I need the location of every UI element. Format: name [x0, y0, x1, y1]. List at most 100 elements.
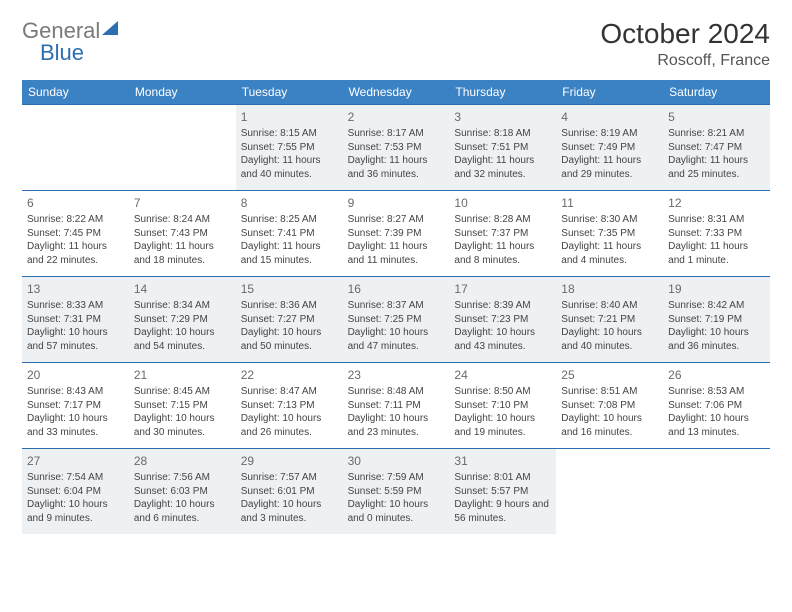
day-info-line: Daylight: 10 hours and 40 minutes.	[561, 326, 658, 353]
calendar-cell: 21Sunrise: 8:45 AMSunset: 7:15 PMDayligh…	[129, 362, 236, 448]
day-number: 26	[668, 367, 765, 383]
day-info-line: Sunset: 5:59 PM	[348, 485, 445, 499]
day-info-line: Daylight: 11 hours and 1 minute.	[668, 240, 765, 267]
calendar-cell: 29Sunrise: 7:57 AMSunset: 6:01 PMDayligh…	[236, 448, 343, 534]
day-info-line: Sunrise: 8:36 AM	[241, 299, 338, 313]
day-number: 25	[561, 367, 658, 383]
day-number: 14	[134, 281, 231, 297]
day-number: 6	[27, 195, 124, 211]
day-number: 27	[27, 453, 124, 469]
day-number: 8	[241, 195, 338, 211]
day-info-line: Sunrise: 8:50 AM	[454, 385, 551, 399]
day-number: 30	[348, 453, 445, 469]
logo-triangle-icon	[102, 21, 118, 35]
day-number: 22	[241, 367, 338, 383]
day-info-line: Sunset: 6:03 PM	[134, 485, 231, 499]
calendar-cell: 2Sunrise: 8:17 AMSunset: 7:53 PMDaylight…	[343, 104, 450, 190]
day-info-line: Sunset: 6:01 PM	[241, 485, 338, 499]
calendar-cell: 22Sunrise: 8:47 AMSunset: 7:13 PMDayligh…	[236, 362, 343, 448]
day-number: 24	[454, 367, 551, 383]
day-info-line: Sunset: 6:04 PM	[27, 485, 124, 499]
day-info-line: Sunrise: 8:21 AM	[668, 127, 765, 141]
day-info-line: Sunrise: 8:53 AM	[668, 385, 765, 399]
day-header: Friday	[556, 80, 663, 104]
day-header: Wednesday	[343, 80, 450, 104]
day-info-line: Sunset: 7:08 PM	[561, 399, 658, 413]
day-info-line: Sunset: 7:13 PM	[241, 399, 338, 413]
day-number: 5	[668, 109, 765, 125]
day-info-line: Sunrise: 7:54 AM	[27, 471, 124, 485]
month-title: October 2024	[600, 18, 770, 50]
day-header: Monday	[129, 80, 236, 104]
calendar-cell: 5Sunrise: 8:21 AMSunset: 7:47 PMDaylight…	[663, 104, 770, 190]
day-info-line: Sunset: 7:47 PM	[668, 141, 765, 155]
day-info-line: Sunrise: 8:31 AM	[668, 213, 765, 227]
calendar-cell-empty	[22, 104, 129, 190]
day-info-line: Daylight: 11 hours and 29 minutes.	[561, 154, 658, 181]
calendar-cell: 20Sunrise: 8:43 AMSunset: 7:17 PMDayligh…	[22, 362, 129, 448]
day-number: 15	[241, 281, 338, 297]
day-info-line: Sunrise: 8:43 AM	[27, 385, 124, 399]
day-info-line: Sunset: 7:55 PM	[241, 141, 338, 155]
day-info-line: Daylight: 9 hours and 56 minutes.	[454, 498, 551, 525]
day-info-line: Daylight: 10 hours and 47 minutes.	[348, 326, 445, 353]
calendar-cell: 15Sunrise: 8:36 AMSunset: 7:27 PMDayligh…	[236, 276, 343, 362]
day-info-line: Daylight: 11 hours and 8 minutes.	[454, 240, 551, 267]
calendar-cell: 24Sunrise: 8:50 AMSunset: 7:10 PMDayligh…	[449, 362, 556, 448]
day-info-line: Daylight: 10 hours and 36 minutes.	[668, 326, 765, 353]
calendar-cell: 4Sunrise: 8:19 AMSunset: 7:49 PMDaylight…	[556, 104, 663, 190]
calendar-cell: 18 Sunrise: 8:40 AMSunset: 7:21 PMDayligh…	[556, 276, 663, 362]
calendar-cell: 28Sunrise: 7:56 AMSunset: 6:03 PMDayligh…	[129, 448, 236, 534]
day-info-line: Sunset: 7:37 PM	[454, 227, 551, 241]
day-info-line: Sunrise: 8:42 AM	[668, 299, 765, 313]
day-info-line: Sunrise: 8:30 AM	[561, 213, 658, 227]
day-info-line: Daylight: 10 hours and 6 minutes.	[134, 498, 231, 525]
location-subtitle: Roscoff, France	[600, 52, 770, 70]
day-info-line: Sunset: 7:25 PM	[348, 313, 445, 327]
day-number: 18	[561, 281, 658, 297]
day-info-line: Sunrise: 8:39 AM	[454, 299, 551, 313]
day-info-line: Daylight: 11 hours and 32 minutes.	[454, 154, 551, 181]
day-number: 12	[668, 195, 765, 211]
day-info-line: Daylight: 11 hours and 11 minutes.	[348, 240, 445, 267]
calendar-cell: 7Sunrise: 8:24 AMSunset: 7:43 PMDaylight…	[129, 190, 236, 276]
day-info-line: Daylight: 10 hours and 43 minutes.	[454, 326, 551, 353]
day-info-line: Sunset: 7:33 PM	[668, 227, 765, 241]
day-number: 13	[27, 281, 124, 297]
day-info-line: Sunset: 7:39 PM	[348, 227, 445, 241]
day-info-line: Sunrise: 8:33 AM	[27, 299, 124, 313]
calendar-cell: 6Sunrise: 8:22 AMSunset: 7:45 PMDaylight…	[22, 190, 129, 276]
calendar-cell: 12 Sunrise: 8:31 AMSunset: 7:33 PMDayligh…	[663, 190, 770, 276]
day-number: 17	[454, 281, 551, 297]
day-info-line: Sunrise: 8:34 AM	[134, 299, 231, 313]
day-number: 11	[561, 195, 658, 211]
day-header: Sunday	[22, 80, 129, 104]
day-number: 21	[134, 367, 231, 383]
day-info-line: Sunset: 7:06 PM	[668, 399, 765, 413]
day-info-line: Daylight: 10 hours and 9 minutes.	[27, 498, 124, 525]
day-info-line: Sunset: 7:23 PM	[454, 313, 551, 327]
day-info-line: Sunrise: 8:51 AM	[561, 385, 658, 399]
day-info-line: Sunrise: 7:57 AM	[241, 471, 338, 485]
day-info-line: Daylight: 10 hours and 0 minutes.	[348, 498, 445, 525]
day-info-line: Sunrise: 7:59 AM	[348, 471, 445, 485]
day-info-line: Daylight: 10 hours and 13 minutes.	[668, 412, 765, 439]
day-info-line: Daylight: 11 hours and 40 minutes.	[241, 154, 338, 181]
day-header: Tuesday	[236, 80, 343, 104]
day-info-line: Sunrise: 8:40 AM	[561, 299, 658, 313]
day-info-line: Daylight: 10 hours and 23 minutes.	[348, 412, 445, 439]
day-number: 29	[241, 453, 338, 469]
calendar-cell: 31Sunrise: 8:01 AMSunset: 5:57 PMDayligh…	[449, 448, 556, 534]
calendar-cell: 13Sunrise: 8:33 AMSunset: 7:31 PMDayligh…	[22, 276, 129, 362]
day-info-line: Sunset: 7:21 PM	[561, 313, 658, 327]
day-info-line: Daylight: 11 hours and 22 minutes.	[27, 240, 124, 267]
day-number: 1	[241, 109, 338, 125]
day-info-line: Sunset: 7:17 PM	[27, 399, 124, 413]
day-info-line: Daylight: 11 hours and 36 minutes.	[348, 154, 445, 181]
day-info-line: Sunset: 7:11 PM	[348, 399, 445, 413]
day-number: 31	[454, 453, 551, 469]
calendar-cell: 8Sunrise: 8:25 AMSunset: 7:41 PMDaylight…	[236, 190, 343, 276]
day-info-line: Daylight: 10 hours and 33 minutes.	[27, 412, 124, 439]
calendar-cell: 10Sunrise: 8:28 AMSunset: 7:37 PMDayligh…	[449, 190, 556, 276]
calendar-cell: 14Sunrise: 8:34 AMSunset: 7:29 PMDayligh…	[129, 276, 236, 362]
